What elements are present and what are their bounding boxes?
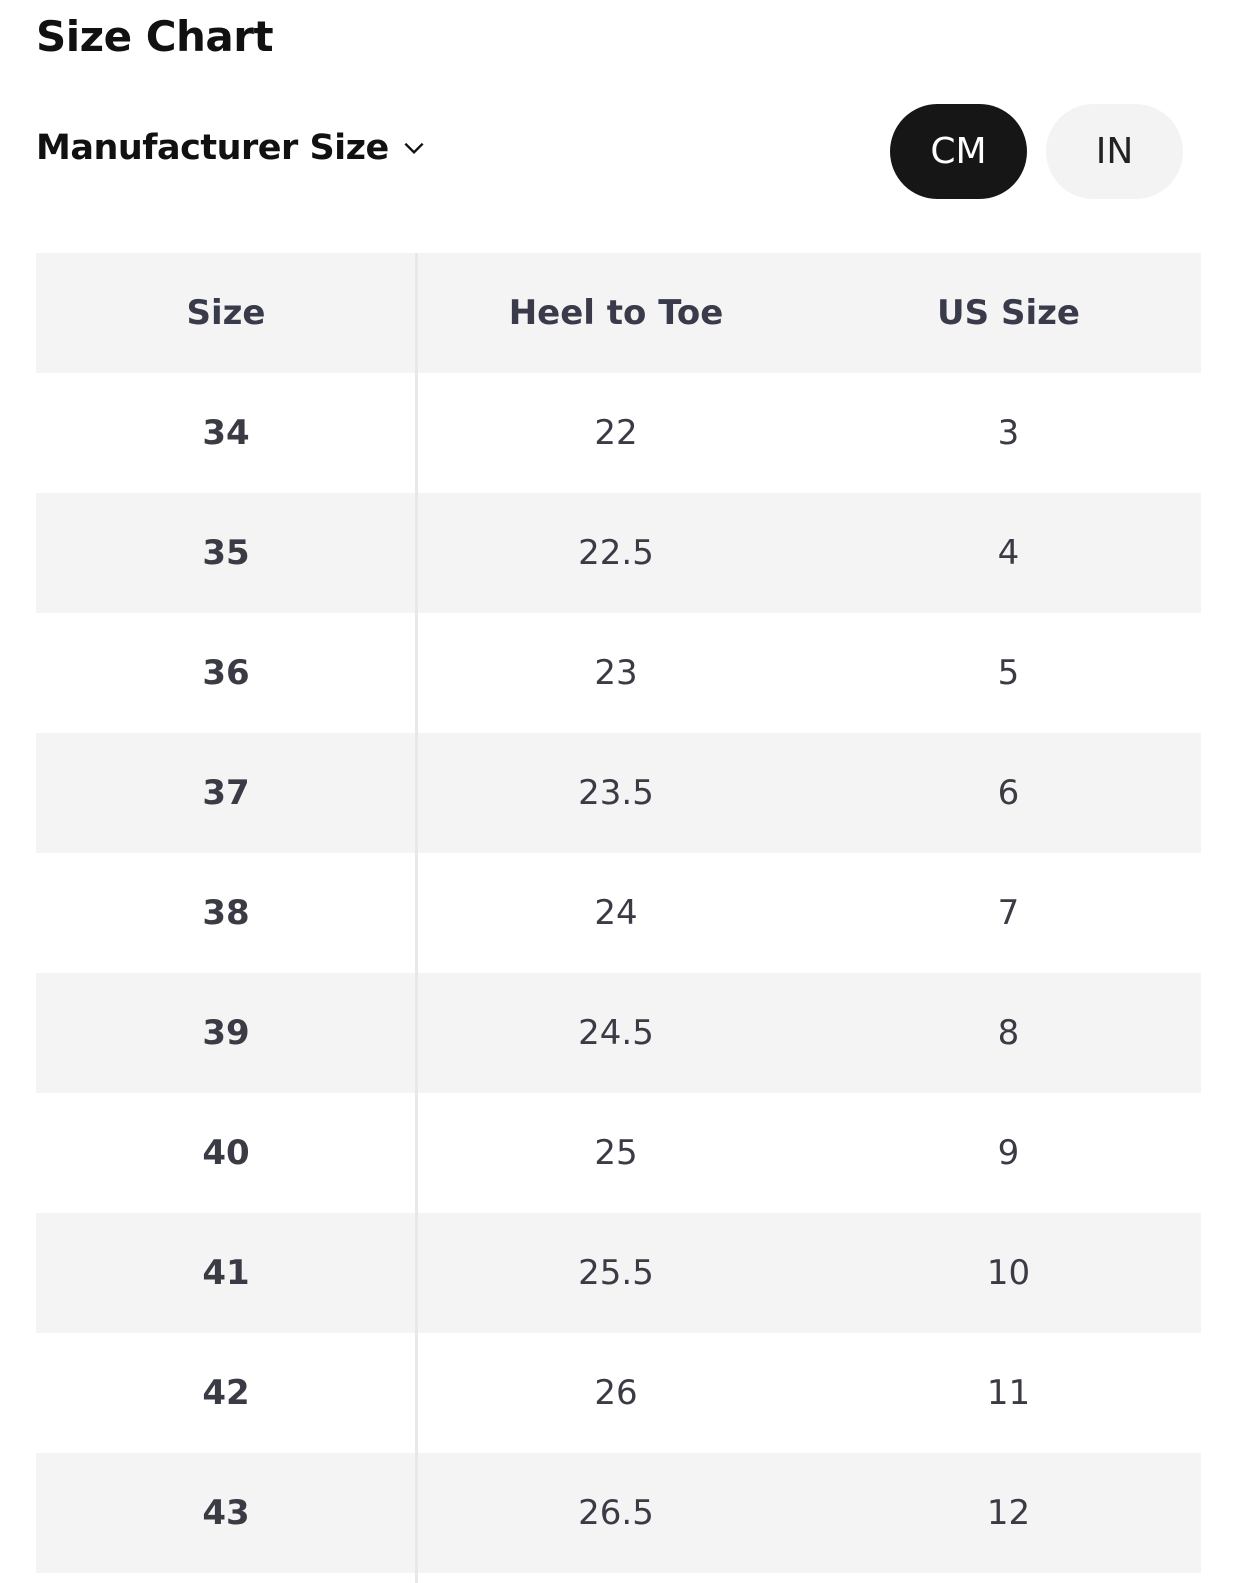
header-size: Size xyxy=(186,293,266,333)
table-row: 42 26 11 xyxy=(36,1333,1201,1453)
unit-toggle-in[interactable]: IN xyxy=(1046,104,1183,199)
table-row: 41 25.5 10 xyxy=(36,1213,1201,1333)
cell-us-size: 9 xyxy=(997,1133,1020,1173)
cell-heel-to-toe: 26 xyxy=(594,1373,638,1413)
size-table: Size Heel to Toe US Size 34 22 3 35 22.5 4 36 2… xyxy=(36,253,1201,1573)
cell-us-size: 4 xyxy=(997,533,1020,573)
cell-size: 40 xyxy=(202,1133,250,1173)
cell-size: 39 xyxy=(202,1013,250,1053)
cell-size: 42 xyxy=(202,1373,250,1413)
table-row: 39 24.5 8 xyxy=(36,973,1201,1093)
cell-size: 43 xyxy=(202,1493,250,1533)
cell-size: 34 xyxy=(202,413,250,453)
table-row: 37 23.5 6 xyxy=(36,733,1201,853)
size-system-dropdown[interactable]: Manufacturer Size xyxy=(36,128,427,168)
page-title: Size Chart xyxy=(36,12,274,61)
cell-heel-to-toe: 25 xyxy=(594,1133,638,1173)
cell-heel-to-toe: 24 xyxy=(594,893,638,933)
cell-size: 37 xyxy=(202,773,250,813)
table-row: 40 25 9 xyxy=(36,1093,1201,1213)
header-heel-to-toe: Heel to Toe xyxy=(508,293,724,333)
cell-us-size: 12 xyxy=(986,1493,1031,1533)
cell-heel-to-toe: 22 xyxy=(594,413,638,453)
table-row: 36 23 5 xyxy=(36,613,1201,733)
table-row: 38 24 7 xyxy=(36,853,1201,973)
table-header-row: Size Heel to Toe US Size xyxy=(36,253,1201,373)
cell-heel-to-toe: 22.5 xyxy=(578,533,654,573)
unit-toggle-cm[interactable]: CM xyxy=(890,104,1027,199)
table-row: 43 26.5 12 xyxy=(36,1453,1201,1573)
header-us-size: US Size xyxy=(937,293,1080,333)
cell-size: 36 xyxy=(202,653,250,693)
chevron-down-icon xyxy=(404,142,424,155)
cell-us-size: 5 xyxy=(997,653,1020,693)
cell-us-size: 10 xyxy=(986,1253,1031,1293)
cell-us-size: 11 xyxy=(986,1373,1031,1413)
cell-us-size: 7 xyxy=(997,893,1020,933)
size-system-label: Manufacturer Size xyxy=(36,128,389,168)
cell-size: 41 xyxy=(202,1253,250,1293)
cell-size: 35 xyxy=(202,533,250,573)
table-row: 35 22.5 4 xyxy=(36,493,1201,613)
cell-heel-to-toe: 23 xyxy=(594,653,638,693)
cell-size: 38 xyxy=(202,893,250,933)
cell-us-size: 6 xyxy=(997,773,1020,813)
cell-heel-to-toe: 25.5 xyxy=(578,1253,654,1293)
cell-heel-to-toe: 26.5 xyxy=(578,1493,654,1533)
table-row: 34 22 3 xyxy=(36,373,1201,493)
column-divider xyxy=(415,253,418,1583)
cell-heel-to-toe: 24.5 xyxy=(578,1013,654,1053)
cell-heel-to-toe: 23.5 xyxy=(578,773,654,813)
cell-us-size: 3 xyxy=(997,413,1020,453)
cell-us-size: 8 xyxy=(997,1013,1020,1053)
